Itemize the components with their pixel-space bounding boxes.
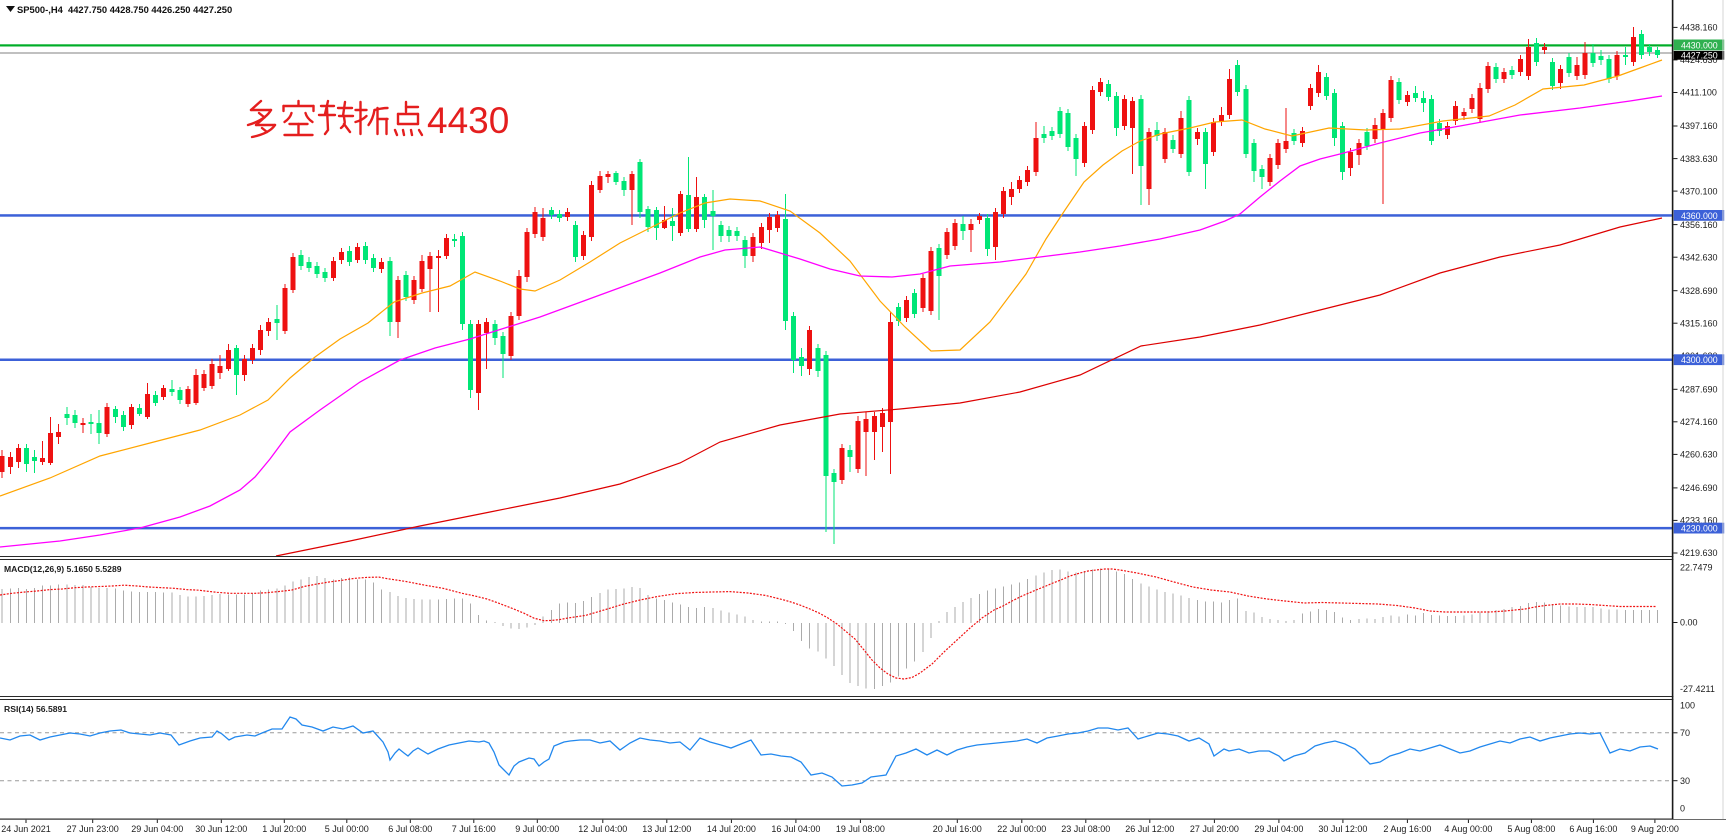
svg-text:2 Aug 16:00: 2 Aug 16:00 — [1383, 824, 1431, 834]
svg-text:4246.690: 4246.690 — [1680, 483, 1718, 493]
svg-text:5 Jul 00:00: 5 Jul 00:00 — [325, 824, 369, 834]
svg-text:27 Jun 23:00: 27 Jun 23:00 — [67, 824, 119, 834]
svg-text:22.7479: 22.7479 — [1680, 563, 1713, 573]
svg-text:4360.000: 4360.000 — [1681, 211, 1718, 221]
svg-text:4300.000: 4300.000 — [1681, 355, 1718, 365]
svg-text:27 Jul 20:00: 27 Jul 20:00 — [1190, 824, 1239, 834]
svg-text:22 Jul 00:00: 22 Jul 00:00 — [997, 824, 1046, 834]
svg-text:MACD(12,26,9) 5.1650 5.5289: MACD(12,26,9) 5.1650 5.5289 — [4, 564, 122, 574]
svg-text:4 Aug 00:00: 4 Aug 00:00 — [1444, 824, 1492, 834]
svg-text:12 Jul 04:00: 12 Jul 04:00 — [578, 824, 627, 834]
svg-text:0: 0 — [1680, 804, 1685, 814]
svg-text:4315.160: 4315.160 — [1680, 318, 1718, 328]
svg-text:SP500-,H4: SP500-,H4 — [17, 4, 64, 15]
svg-text:29 Jul 04:00: 29 Jul 04:00 — [1254, 824, 1303, 834]
svg-text:4427.250: 4427.250 — [1681, 51, 1718, 61]
svg-text:9 Aug 20:00: 9 Aug 20:00 — [1631, 824, 1679, 834]
svg-text:30: 30 — [1680, 776, 1690, 786]
svg-text:4328.690: 4328.690 — [1680, 286, 1718, 296]
svg-text:4274.160: 4274.160 — [1680, 417, 1718, 427]
svg-text:4342.630: 4342.630 — [1680, 252, 1718, 262]
svg-text:4383.630: 4383.630 — [1680, 154, 1718, 164]
svg-text:19 Jul 08:00: 19 Jul 08:00 — [836, 824, 885, 834]
svg-text:4427.750 4428.750 4426.250 442: 4427.750 4428.750 4426.250 4427.250 — [68, 4, 232, 15]
svg-text:4287.690: 4287.690 — [1680, 385, 1718, 395]
svg-text:0.00: 0.00 — [1680, 618, 1698, 628]
svg-text:4438.160: 4438.160 — [1680, 23, 1718, 33]
svg-text:30 Jul 12:00: 30 Jul 12:00 — [1318, 824, 1367, 834]
svg-text:20 Jul 16:00: 20 Jul 16:00 — [933, 824, 982, 834]
svg-text:4230.000: 4230.000 — [1681, 524, 1718, 534]
svg-text:7 Jul 16:00: 7 Jul 16:00 — [452, 824, 496, 834]
svg-text:9 Jul 00:00: 9 Jul 00:00 — [515, 824, 559, 834]
svg-text:26 Jul 12:00: 26 Jul 12:00 — [1125, 824, 1174, 834]
svg-text:16 Jul 04:00: 16 Jul 04:00 — [771, 824, 820, 834]
svg-text:4411.100: 4411.100 — [1680, 88, 1717, 98]
svg-text:23 Jul 08:00: 23 Jul 08:00 — [1061, 824, 1110, 834]
svg-text:24 Jun 2021: 24 Jun 2021 — [1, 824, 51, 834]
svg-text:4430.000: 4430.000 — [1681, 40, 1718, 50]
svg-text:30 Jun 12:00: 30 Jun 12:00 — [195, 824, 247, 834]
svg-text:-27.4211: -27.4211 — [1680, 684, 1715, 694]
svg-text:4219.630: 4219.630 — [1680, 548, 1718, 558]
svg-text:100: 100 — [1680, 701, 1695, 711]
svg-text:4424.630: 4424.630 — [1680, 55, 1718, 65]
svg-text:4233.160: 4233.160 — [1680, 516, 1718, 526]
svg-text:70: 70 — [1680, 728, 1690, 738]
svg-text:13 Jul 12:00: 13 Jul 12:00 — [642, 824, 691, 834]
svg-text:6 Jul 08:00: 6 Jul 08:00 — [388, 824, 432, 834]
svg-text:6 Aug 16:00: 6 Aug 16:00 — [1569, 824, 1617, 834]
svg-text:5 Aug 08:00: 5 Aug 08:00 — [1507, 824, 1555, 834]
svg-text:4430: 4430 — [427, 100, 509, 141]
svg-text:4356.160: 4356.160 — [1680, 220, 1718, 230]
svg-text:4260.630: 4260.630 — [1680, 450, 1718, 460]
svg-text:29 Jun 04:00: 29 Jun 04:00 — [131, 824, 183, 834]
svg-text:1 Jul 20:00: 1 Jul 20:00 — [262, 824, 306, 834]
svg-text:14 Jul 20:00: 14 Jul 20:00 — [707, 824, 756, 834]
svg-text:4370.100: 4370.100 — [1680, 186, 1718, 196]
svg-text:RSI(14) 56.5891: RSI(14) 56.5891 — [4, 704, 67, 714]
svg-text:4397.160: 4397.160 — [1680, 121, 1718, 131]
